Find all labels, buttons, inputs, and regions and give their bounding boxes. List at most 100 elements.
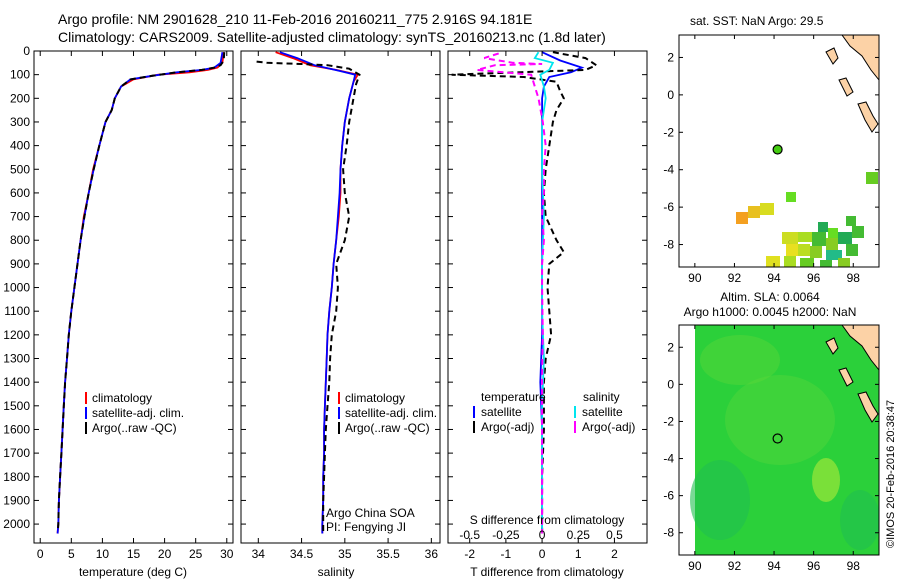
x-tick-label: 20: [158, 547, 172, 561]
depth-tick-label: 500: [10, 162, 30, 176]
sla-map-field-patch: [812, 458, 840, 502]
depth-tick-label: 1100: [4, 304, 30, 318]
top-tick-label: 0: [539, 528, 546, 542]
temperature-series: [56, 52, 226, 534]
map-x-tick-label: 94: [767, 559, 781, 573]
difference-x-axis: -2 -1 0 1 2: [464, 51, 618, 561]
depth-tick-label: 1500: [3, 399, 30, 413]
x-tick-label: 2: [611, 547, 618, 561]
temperature-line-climatology: [56, 52, 225, 534]
map-y-tick-label: -2: [663, 125, 674, 139]
depth-tick-label: 200: [10, 91, 30, 105]
difference-top-axis: -0.5 -0.25 0 0.25 0.5: [459, 528, 623, 542]
map-x-tick-label: 94: [767, 271, 781, 285]
pi-annotation-line-2: PI: Fengying JI: [326, 520, 406, 534]
legend-label-climatology: climatology: [345, 391, 405, 405]
map-x-tick-label: 96: [807, 271, 821, 285]
salinity-line-argo-raw-qc: [256, 60, 361, 532]
difference-xlabel: T difference from climatology: [470, 565, 624, 579]
difference-top-label: S difference from climatology: [470, 513, 625, 527]
x-tick-label: 15: [127, 547, 141, 561]
depth-tick-label: 1600: [3, 422, 30, 436]
pi-annotation-line-1: Argo China SOA: [326, 506, 415, 520]
legend-label-satellite-adj: satellite-adj. clim.: [345, 406, 437, 420]
x-tick-label: 0: [539, 547, 546, 561]
salinity-line-satellite-adj-clim: [279, 51, 357, 534]
depth-tick-label: 800: [10, 233, 30, 247]
difference-legend: temperature salinity satellite Argo(-adj…: [473, 390, 635, 434]
map-y-tick-label: 0: [667, 377, 674, 391]
x-tick-label: 10: [96, 547, 110, 561]
sla-map-land-island: [857, 391, 879, 423]
map-y-tick-label: -6: [663, 489, 674, 503]
salinity-legend: climatology satellite-adj. clim. Argo(..…: [338, 391, 437, 435]
x-tick-label: 35.5: [376, 547, 400, 561]
sst-map-land-island: [838, 77, 854, 97]
difference-panel-frame: [447, 50, 648, 544]
sst-map-pixels: [736, 172, 878, 267]
map-x-tick-label: 98: [847, 271, 861, 285]
x-tick-label: 1: [575, 547, 582, 561]
salinity-line-climatology: [275, 51, 360, 534]
temperature-x-axis: 0 5 10 15 20 25 30: [37, 51, 234, 561]
legend-label-temperature-argo: Argo(-adj): [481, 420, 534, 434]
sst-map-land-island: [825, 47, 839, 65]
legend-label-salinity-satellite: satellite: [582, 405, 623, 419]
temperature-line-argo-raw-qc: [56, 52, 226, 532]
map-y-tick-label: 2: [667, 340, 674, 354]
map-y-tick-label: -2: [663, 414, 674, 428]
temperature-legend: climatology satellite-adj. clim. Argo(..…: [85, 391, 184, 435]
sla-map-field-patch: [725, 375, 835, 465]
map-x-tick-label: 92: [728, 271, 742, 285]
x-tick-label: 36: [425, 547, 439, 561]
map-y-tick-label: -4: [663, 163, 674, 177]
map-x-tick-label: 98: [847, 559, 861, 573]
sst-map-frame: [678, 34, 880, 268]
map-y-tick-label: -4: [663, 452, 674, 466]
sla-map-title-line-2: Argo h1000: 0.0045 h2000: NaN: [684, 305, 857, 319]
top-tick-label: 0.5: [606, 528, 623, 542]
sla-map-frame: [678, 324, 880, 556]
depth-tick-label: 600: [10, 186, 30, 200]
header-line-2: Climatology: CARS2009. Satellite-adjuste…: [58, 29, 606, 45]
depth-tick-label: 1300: [3, 352, 30, 366]
legend-label-climatology: climatology: [92, 391, 152, 405]
float-location-marker: [772, 144, 783, 155]
x-tick-label: 5: [68, 547, 75, 561]
temperature-panel-frame: [33, 50, 234, 544]
depth-tick-label: 300: [10, 115, 30, 129]
sla-map-title-line-1: Altim. SLA: 0.0064: [720, 290, 820, 304]
x-tick-label: 0: [37, 547, 44, 561]
map-x-tick-label: 96: [807, 559, 821, 573]
sst-map-axes: 90 92 94 96 98 2 0 -2 -4 -6 -8: [663, 35, 879, 285]
salinity-x-axis: 34 34.5 35 35.5 36: [252, 51, 439, 561]
map-x-tick-label: 92: [728, 559, 742, 573]
differences-line-temperature-argo-adj: [451, 51, 599, 534]
sla-map-land-island: [838, 367, 854, 387]
depth-axis: 0 100 200 300 400 500 600 700 800 900 1000 1100 1200…: [3, 44, 647, 531]
map-x-tick-label: 90: [688, 271, 702, 285]
top-tick-label: 0.25: [567, 528, 591, 542]
depth-tick-label: 1900: [3, 493, 30, 507]
difference-series: [451, 51, 599, 534]
sla-map-field-patch: [700, 335, 780, 385]
depth-tick-label: 1000: [3, 281, 30, 295]
sla-map-field-patch: [840, 490, 879, 550]
legend-label-argo: Argo(..raw -QC): [92, 421, 177, 435]
salinity-panel-frame: [240, 50, 441, 544]
depth-tick-label: 1400: [3, 375, 30, 389]
sla-map-field-patch: [690, 460, 750, 540]
sla-map-land-island: [825, 337, 839, 355]
legend-title-salinity: salinity: [583, 390, 620, 404]
sla-map-axes: 90 92 94 96 98 2 0 -2 -4 -6 -8: [663, 325, 879, 573]
legend-label-temperature-satellite: satellite: [481, 405, 522, 419]
map-y-tick-label: -6: [663, 200, 674, 214]
legend-label-satellite-adj: satellite-adj. clim.: [92, 406, 184, 420]
map-y-tick-label: 2: [667, 50, 674, 64]
top-tick-label: -0.5: [459, 528, 480, 542]
depth-tick-label: 400: [10, 139, 30, 153]
x-tick-label: -2: [464, 547, 475, 561]
x-tick-label: 25: [189, 547, 203, 561]
temperature-line-satellite-adj-clim: [56, 52, 224, 534]
